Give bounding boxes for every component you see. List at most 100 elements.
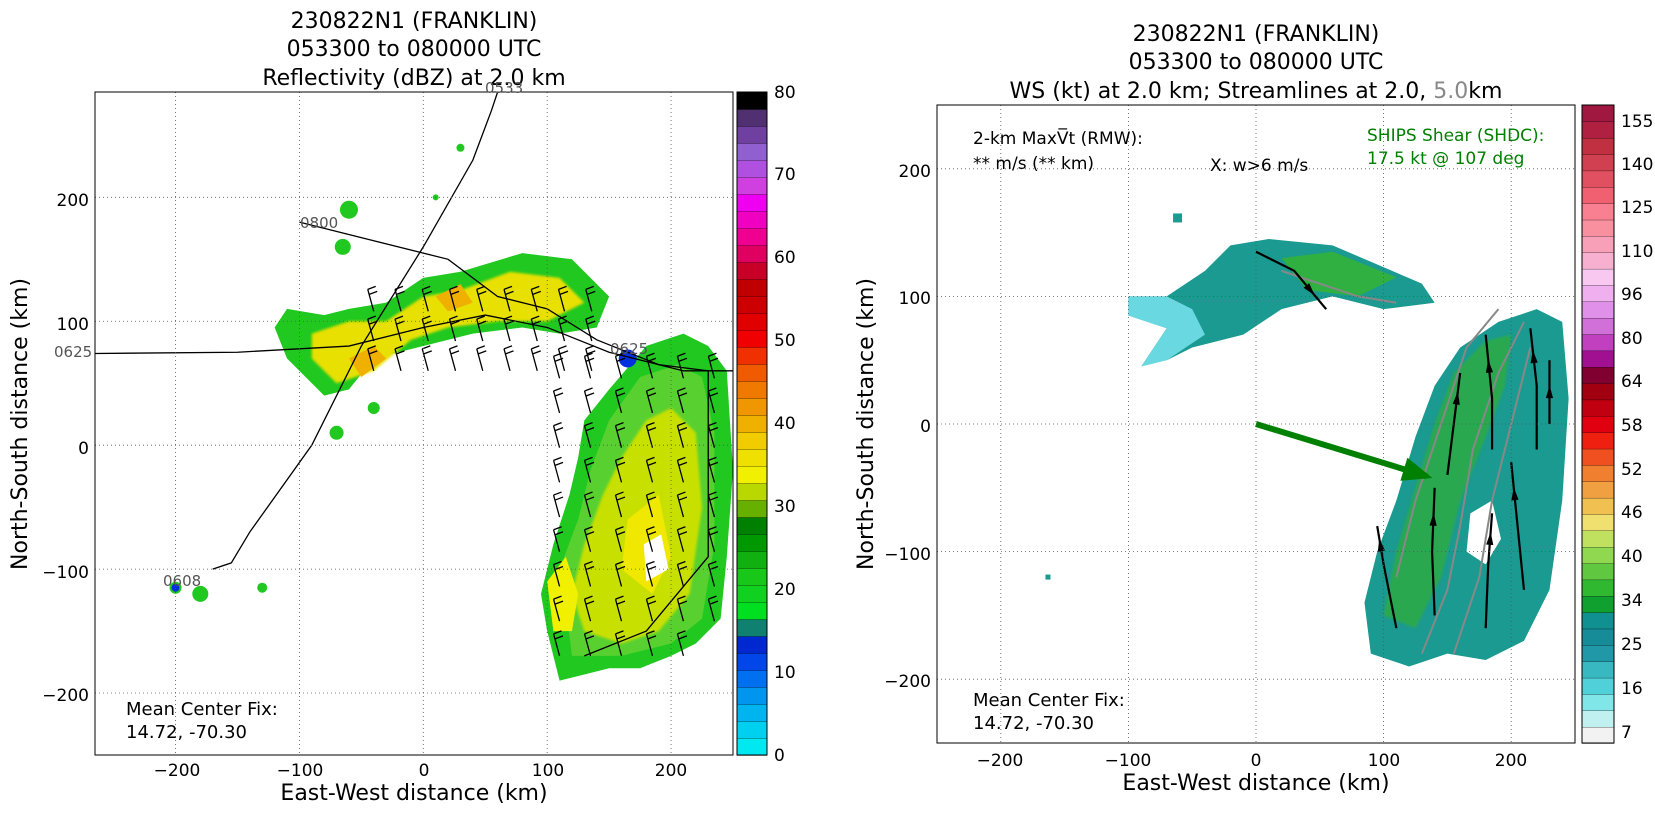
- right-cb-tick: 140: [1621, 155, 1653, 175]
- right-colorbar-bin: [1581, 595, 1615, 613]
- left-xtick-label: −100: [277, 761, 324, 781]
- left-colorbar-bin: [736, 431, 768, 450]
- north-band-orange-b: [435, 284, 473, 312]
- left-colorbar-bin: [736, 244, 768, 263]
- right-cb-tick: 34: [1621, 591, 1643, 611]
- wind-barb-flag: [585, 392, 595, 397]
- left-colorbar-bin: [736, 618, 768, 637]
- left-colorbar-bin: [736, 363, 768, 382]
- right-cb-tick: 64: [1621, 372, 1643, 392]
- echo-blue-cell: [171, 583, 180, 592]
- right-colorbar-bin: [1581, 710, 1615, 728]
- wind-barb-flag: [615, 352, 624, 357]
- streamline-arrowhead: [1303, 283, 1315, 296]
- right-colorbar-bin: [1581, 448, 1615, 466]
- left-colorbar-bin: [736, 703, 768, 722]
- wind-barb-staff: [645, 460, 654, 483]
- wind-barb-flag: [553, 560, 562, 566]
- right-colorbar-bin: [1581, 644, 1615, 662]
- right-panel: 230822N1 (FRANKLIN) 053300 to 080000 UTC…: [854, 22, 1653, 796]
- wind-barb-flag: [584, 560, 593, 566]
- wind-barb-flag: [476, 315, 485, 320]
- wind-barb-flag: [554, 496, 564, 501]
- left-colorbar-bin: [736, 652, 768, 671]
- wind-barb-flag: [585, 427, 595, 432]
- left-colorbar-bin: [736, 312, 768, 331]
- right-ytick-label: 100: [899, 289, 931, 309]
- right-colorbar-bin: [1581, 726, 1615, 744]
- storm-track-line: [299, 221, 709, 657]
- wind-barb-flag: [554, 461, 564, 466]
- wind-barb-staff: [707, 564, 716, 587]
- wind-barb-flag: [584, 491, 593, 496]
- wind-barb-flag: [584, 595, 593, 600]
- left-cb-tick: 20: [774, 580, 796, 600]
- left-cb-tick: 40: [774, 414, 796, 434]
- wind-barb-flag: [505, 350, 514, 355]
- wind-barb-flag: [677, 456, 686, 461]
- right-colorbar-bin: [1581, 284, 1615, 302]
- wind-barb-flag: [449, 315, 458, 320]
- wind-barb-staff: [707, 425, 716, 448]
- wind-barb-flag: [708, 352, 717, 357]
- left-ytick-label: 200: [57, 191, 89, 211]
- left-title-line1: 230822N1 (FRANKLIN): [291, 9, 538, 34]
- wind-barb-flag: [531, 285, 540, 290]
- right-cb-tick: 58: [1621, 416, 1643, 436]
- wind-barb-flag: [394, 315, 404, 320]
- wind-barb-flag: [677, 595, 686, 600]
- wind-barb-flag: [616, 496, 626, 501]
- wind-barb-flag: [584, 352, 593, 357]
- right-colorbar-bin: [1581, 497, 1615, 515]
- wind-barb-flag: [709, 392, 719, 397]
- wind-barb-flag: [615, 526, 624, 531]
- wind-barb-flag: [369, 290, 378, 295]
- wind-barb-flag: [584, 456, 593, 461]
- wind-barb-staff: [583, 356, 592, 379]
- wind-field-north-green: [1281, 251, 1397, 297]
- right-colorbar-bin: [1581, 333, 1615, 352]
- right-colorbar-bin: [1581, 611, 1615, 630]
- left-colorbar-frame: [736, 91, 768, 756]
- wind-barb-staff: [476, 289, 484, 312]
- wind-barb-staff: [448, 348, 457, 372]
- left-colorbar-bin: [736, 91, 768, 110]
- left-colorbar-bin: [736, 550, 768, 569]
- wind-barb-flag: [678, 496, 688, 501]
- right-colorbar-bin: [1581, 366, 1615, 384]
- streamline-arrowhead: [1485, 359, 1494, 373]
- right-cb-tick: 155: [1621, 112, 1653, 132]
- wind-barb-flag: [647, 461, 657, 466]
- wind-barb-staff: [583, 598, 592, 622]
- left-colorbar-bin: [736, 176, 768, 195]
- wind-barb-staff: [645, 633, 654, 657]
- wind-field-cell: [1173, 213, 1183, 223]
- wind-barb-flag: [554, 565, 564, 571]
- wind-barb-flag: [616, 565, 626, 571]
- left-y-ticks: −200 −100 0 100 200: [42, 191, 89, 706]
- left-ytick-label: −200: [42, 686, 89, 706]
- wind-barb-staff: [552, 529, 561, 552]
- right-cb-tick: 110: [1621, 242, 1653, 262]
- wind-barb-staff: [676, 494, 685, 518]
- wind-barb-flag: [678, 565, 688, 571]
- wind-barb-staff: [645, 390, 654, 414]
- right-colorbar-bin: [1581, 562, 1615, 581]
- right-colorbar-bin: [1581, 186, 1615, 204]
- wind-barb-flag: [647, 496, 657, 501]
- right-title-line3-c: km: [1468, 79, 1502, 104]
- wind-barb-flag: [505, 290, 514, 295]
- wind-barb-flag: [708, 456, 717, 461]
- right-cb-tick: 16: [1621, 679, 1643, 699]
- wind-barb-flag: [554, 635, 564, 640]
- wind-barb-flag: [553, 526, 562, 531]
- left-colorbar-bin: [736, 601, 768, 620]
- wind-barb-flag: [585, 635, 595, 640]
- wind-barb-staff: [503, 318, 511, 342]
- wind-barb-flag: [616, 531, 626, 536]
- wind-barb-flag: [531, 345, 540, 350]
- convective-cell: [329, 425, 344, 440]
- wind-barb-flag: [615, 387, 624, 392]
- wind-barb-flag: [615, 491, 624, 496]
